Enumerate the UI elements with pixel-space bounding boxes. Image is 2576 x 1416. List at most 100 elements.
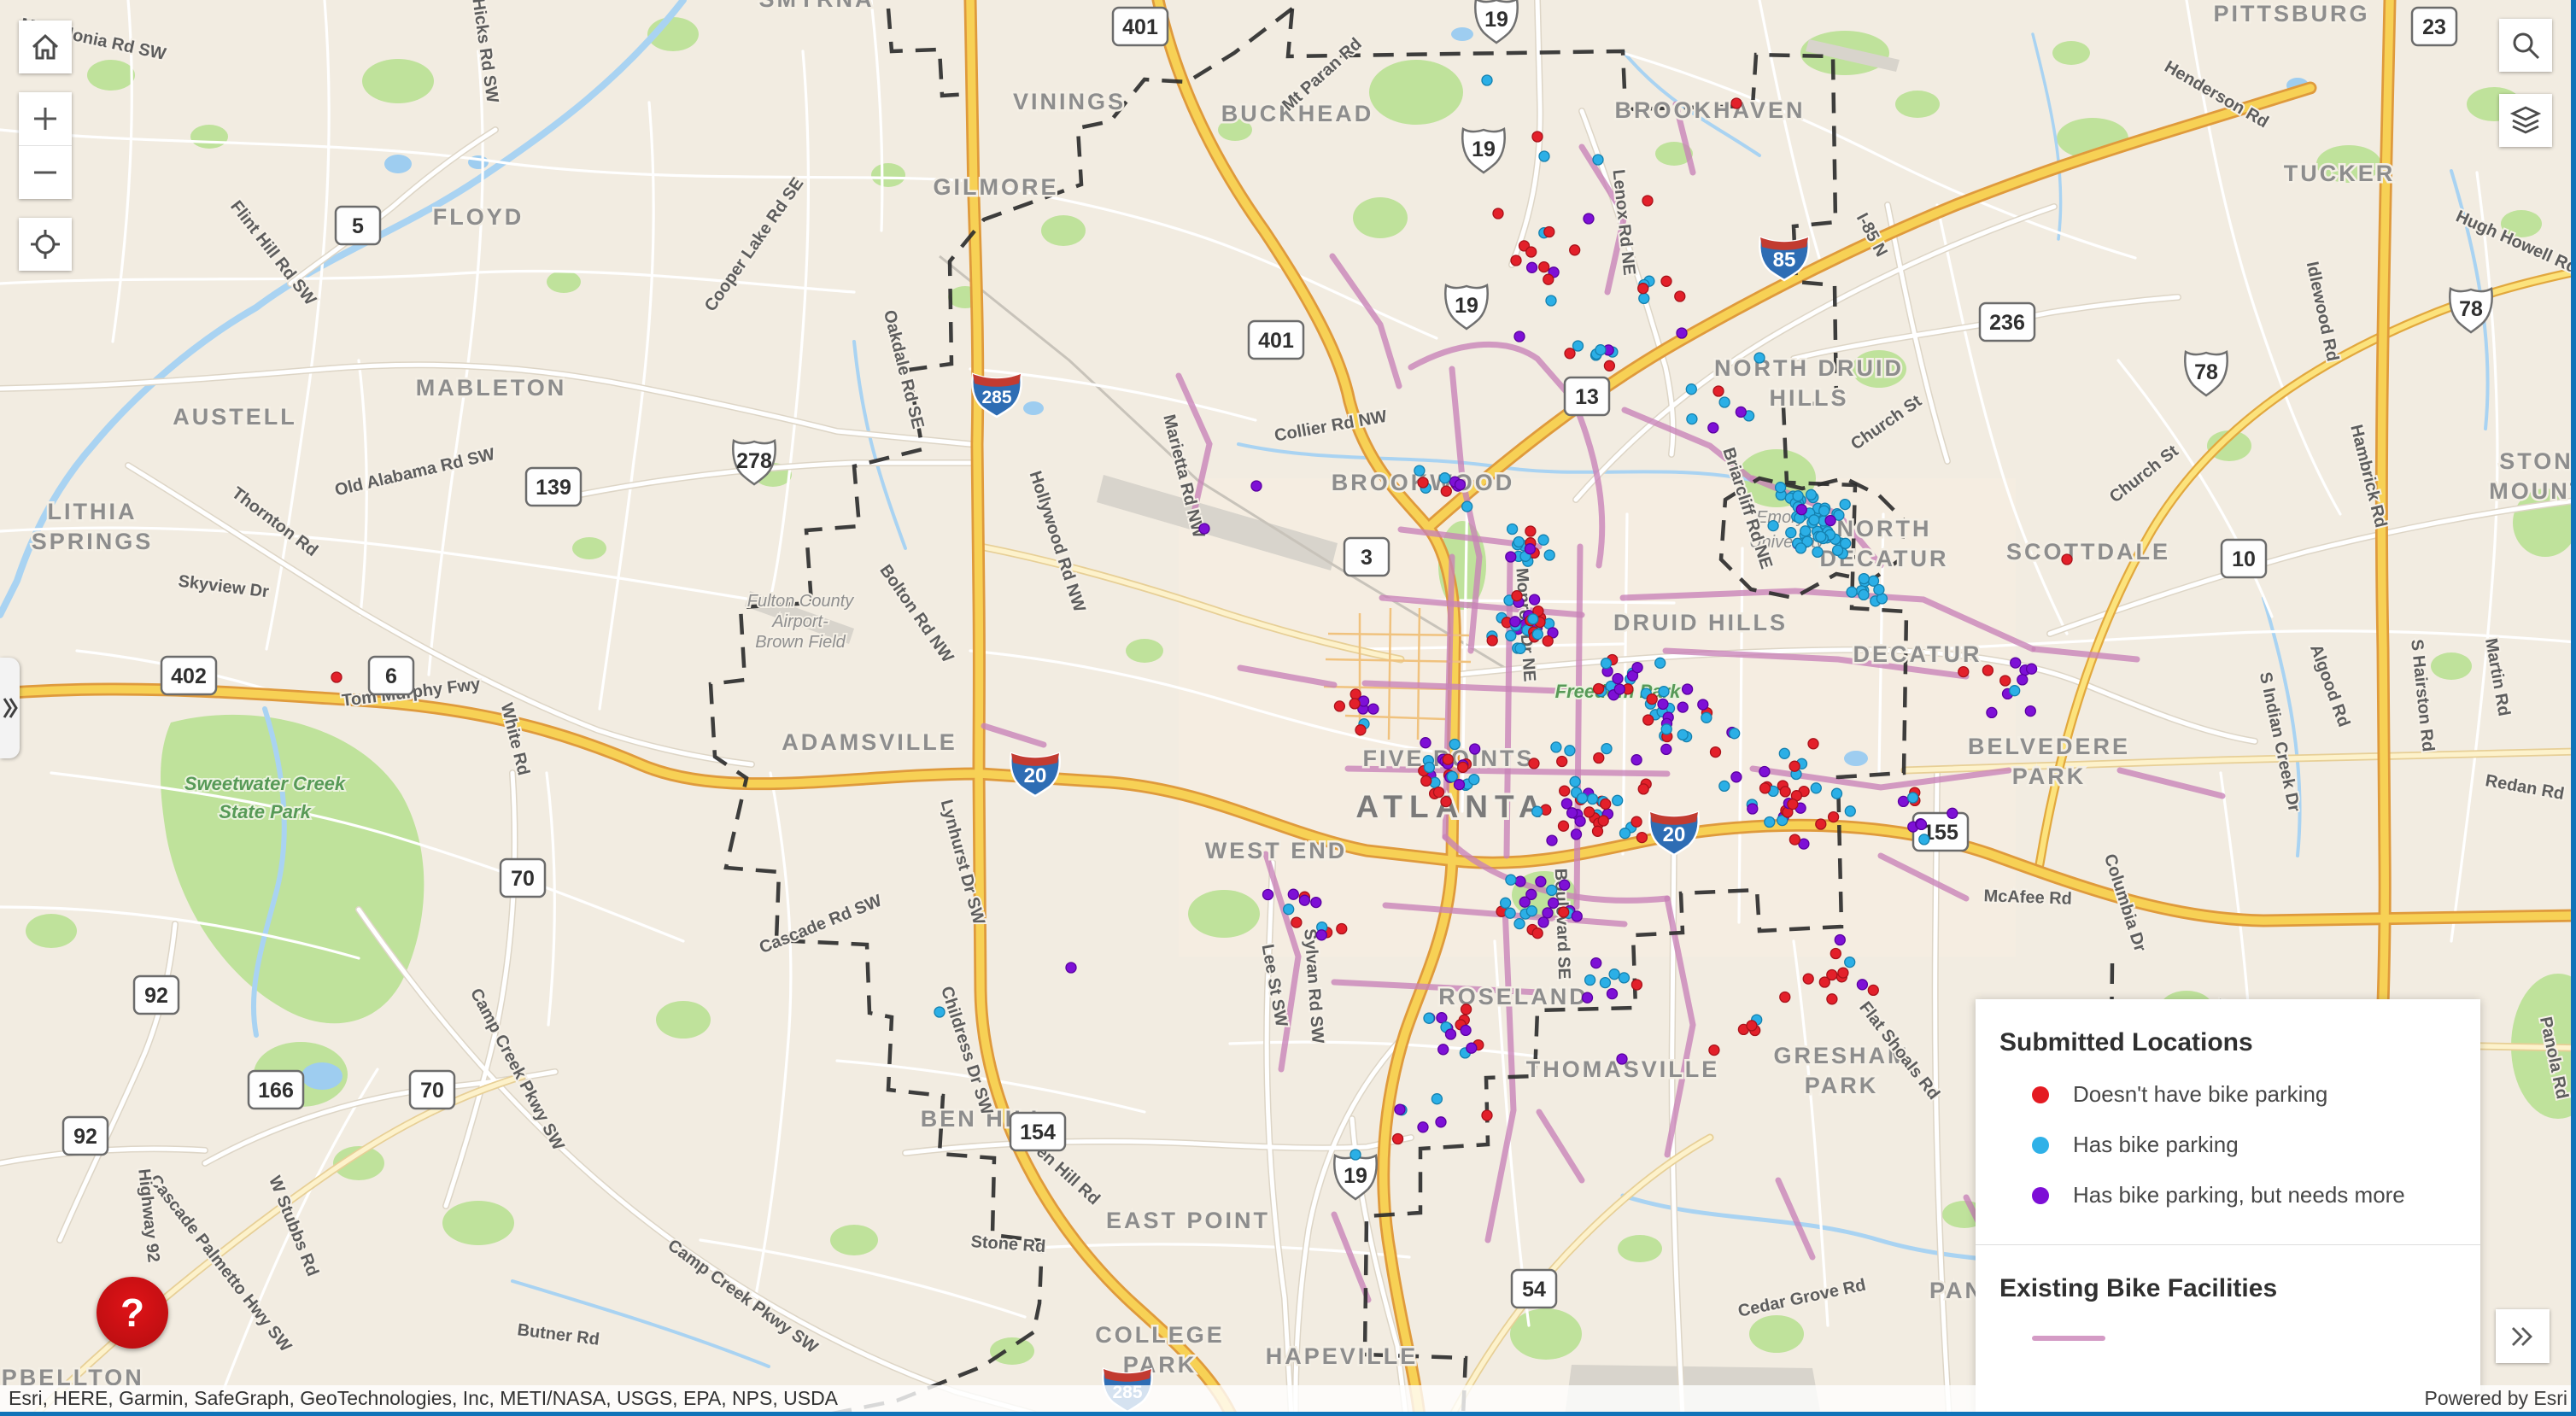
map-point-p [1509, 616, 1521, 628]
map-point-p [1583, 213, 1595, 225]
map-point-b [1873, 583, 1885, 596]
map-point-p [1250, 480, 1262, 492]
map-point-b [1774, 482, 1787, 494]
map-point-p [1454, 478, 1467, 491]
map-point-r [1291, 916, 1303, 928]
svg-text:BROOKHAVEN: BROOKHAVEN [1614, 97, 1805, 123]
map-point-r [1958, 665, 1970, 678]
map-point-p [1681, 683, 1694, 695]
svg-text:20: 20 [1663, 823, 1686, 846]
minus-icon [34, 171, 56, 174]
legend-panel: Submitted Locations Doesn't have bike pa… [1976, 999, 2480, 1416]
expand-left-panel-button[interactable] [0, 658, 20, 758]
map-point-r [1837, 967, 1849, 979]
map-point-r [1759, 782, 1771, 794]
map-point-b [1537, 534, 1549, 546]
search-button[interactable] [2499, 19, 2552, 72]
svg-text:401: 401 [1122, 15, 1158, 39]
attribution-sources: Esri, HERE, Garmin, SafeGraph, GeoTechno… [9, 1387, 839, 1409]
map-point-r [1787, 798, 1799, 810]
map-point-p [1612, 672, 1624, 685]
map-point-r [1867, 984, 1879, 997]
map-point-r [1709, 746, 1722, 758]
map-point-p [1676, 327, 1688, 339]
map-point-p [1394, 1103, 1406, 1115]
map-point-r [1600, 798, 1612, 810]
map-point-b [1608, 968, 1620, 980]
map-point-b [1550, 741, 1562, 753]
map-point-p [1626, 670, 1639, 682]
legend-item-label: Has bike parking, but needs more [2073, 1182, 2405, 1208]
map-point-r [1440, 485, 1452, 497]
map-point-p [1697, 699, 1709, 711]
svg-text:BUCKHEAD: BUCKHEAD [1221, 101, 1374, 126]
map-point-r [1826, 968, 1838, 981]
map-point-r [1712, 385, 1724, 397]
map-point-p [1759, 765, 1771, 778]
map-point-p [1524, 543, 1537, 555]
svg-text:19: 19 [1484, 8, 1508, 32]
map-point-p [1747, 803, 1759, 815]
map-point-r [1440, 795, 1452, 808]
map-point-b [1701, 711, 1712, 723]
map-point-b [1449, 738, 1461, 751]
svg-text:20: 20 [1024, 764, 1047, 787]
legend-item-needs-more: Has bike parking, but needs more [2032, 1182, 2480, 1208]
map-point-r [1569, 244, 1581, 256]
map-point-b [1431, 1093, 1443, 1105]
zoom-out-button[interactable] [19, 146, 72, 199]
map-point-r [1492, 208, 1504, 219]
map-point-p [1546, 834, 1558, 846]
attribution-bar: Esri, HERE, Garmin, SafeGraph, GeoTechno… [0, 1385, 2576, 1412]
map-point-p [1590, 957, 1602, 969]
submitted-location-points[interactable] [331, 74, 2123, 1161]
legend-item-label: Has bike parking [2073, 1132, 2239, 1157]
search-icon [2513, 32, 2540, 60]
map-point-b [1618, 972, 1630, 984]
blue-dot-swatch [2032, 1136, 2049, 1154]
map-point-p [1606, 987, 1619, 1000]
map-point-b [1844, 805, 1856, 817]
map-point-r [1486, 635, 1498, 647]
locate-button[interactable] [19, 218, 72, 271]
map-point-r [1789, 834, 1801, 846]
map-point-b [1481, 74, 1493, 86]
map-point-r [1543, 225, 1555, 238]
map-point-b [1513, 917, 1525, 930]
map-point-p [1469, 743, 1481, 755]
map-point-b [1595, 344, 1607, 356]
layers-icon [2510, 106, 2541, 134]
svg-text:TUCKER: TUCKER [2284, 161, 2396, 186]
help-button[interactable]: ? [97, 1277, 168, 1349]
map-point-b [1654, 657, 1666, 669]
svg-text:SPRINGS: SPRINGS [32, 529, 154, 554]
map-point-p [1298, 894, 1311, 906]
double-chevron-right-icon [2511, 1326, 2532, 1346]
map-point-p [1581, 992, 1594, 1003]
plus-icon [34, 108, 56, 130]
svg-text:13: 13 [1575, 385, 1599, 409]
map-point-b [1545, 295, 1557, 307]
svg-text:78: 78 [2459, 297, 2483, 321]
map-point-b [1660, 723, 1672, 735]
map-point-b [1831, 544, 1844, 557]
svg-text:285: 285 [981, 388, 1011, 407]
map-point-b [1468, 774, 1480, 786]
map-point-r [1999, 675, 2011, 687]
map-point-r [1528, 758, 1540, 769]
layers-button[interactable] [2499, 94, 2552, 147]
map-point-b [1812, 546, 1824, 559]
zoom-in-button[interactable] [19, 92, 72, 145]
map-point-r [1779, 991, 1791, 1003]
map-point-b [1677, 728, 1689, 741]
svg-text:EAST POINT: EAST POINT [1106, 1208, 1270, 1233]
map-point-r [1557, 820, 1570, 832]
map-point-b [1569, 775, 1581, 787]
map-point-b [1600, 658, 1613, 670]
expand-legend-button[interactable] [2496, 1309, 2550, 1363]
map-point-r [1531, 131, 1543, 143]
home-button[interactable] [19, 20, 72, 73]
svg-text:Brown Field: Brown Field [755, 633, 846, 652]
map-point-r [1391, 1132, 1404, 1145]
